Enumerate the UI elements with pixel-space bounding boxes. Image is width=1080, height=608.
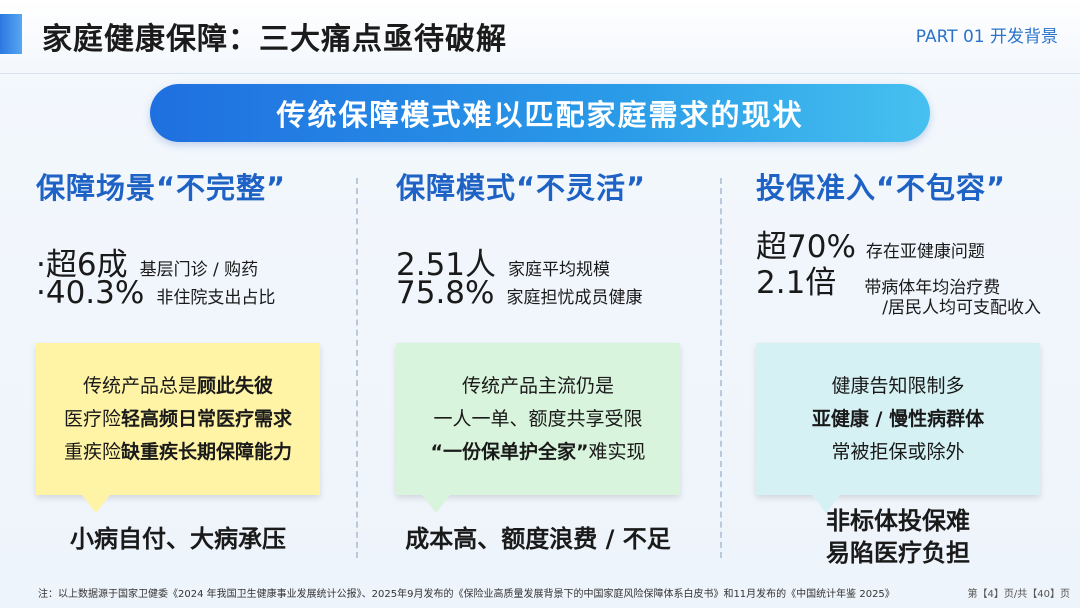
title-accent-bar <box>0 14 22 54</box>
column-title: 投保准入“不包容” <box>756 171 1007 205</box>
footnote: 注：以上数据源于国家卫健委《2024 年我国卫生健康事业发展统计公报》、2025… <box>38 589 895 600</box>
column-scenario: 保障场景“不完整” ·超6成 基层门诊 / 购药 ·40.3% 非住院支出占比 … <box>28 165 368 560</box>
card-line: 重疾险缺重疾长期保障能力 <box>63 440 293 463</box>
conclusion-text: 非标体投保难 易陷医疗负担 <box>756 505 1040 569</box>
stat-row: ·超6成 基层门诊 / 购药 <box>36 239 259 283</box>
info-card: 健康告知限制多 亚健康 / 慢性病群体 常被拒保或除外 <box>756 343 1040 495</box>
stat-value: ·40.3% <box>36 275 145 311</box>
stat-label: 基层门诊 / 购药 <box>139 260 259 280</box>
stat-label: 非住院支出占比 <box>156 288 276 308</box>
stat-row: 75.8% 家庭担忧成员健康 <box>396 275 642 315</box>
stat-label: 带病体年均治疗费 <box>864 278 1001 298</box>
stat-label: 家庭平均规模 <box>508 260 611 280</box>
stat-value: ·超6成 <box>36 247 128 283</box>
stat-value: 2.1倍 <box>756 265 837 301</box>
stat-row: ·40.3% 非住院支出占比 <box>36 275 275 315</box>
stat-value: 2.51人 <box>396 247 497 283</box>
card-line: “一份保单护全家”难实现 <box>430 440 646 463</box>
column-divider <box>720 178 722 558</box>
conclusion-line: 易陷医疗负担 <box>826 539 970 567</box>
stat-row: 2.51人 家庭平均规模 <box>396 239 611 283</box>
banner-heading: 传统保障模式难以匹配家庭需求的现状 <box>150 84 930 142</box>
stat-row: 2.1倍 带病体年均治疗费 <box>756 257 1041 301</box>
column-title: 保障场景“不完整” <box>36 171 287 205</box>
column-mode: 保障模式“不灵活” 2.51人 家庭平均规模 75.8% 家庭担忧成员健康 传统… <box>388 165 728 560</box>
conclusion-line: 非标体投保难 <box>826 507 970 535</box>
part-label: PART 01 开发背景 <box>915 27 1058 47</box>
column-divider <box>356 178 358 558</box>
card-line: 常被拒保或除外 <box>831 440 965 463</box>
page-title: 家庭健康保障：三大痛点亟待破解 <box>42 22 507 57</box>
column-access: 投保准入“不包容” 超70% 存在亚健康问题 2.1倍 带病体年均治疗费 /居民… <box>748 165 1080 567</box>
column-title: 保障模式“不灵活” <box>396 171 647 205</box>
stat-row: 超70% 存在亚健康问题 <box>756 221 1041 265</box>
info-card: 传统产品主流仍是 一人一单、额度共享受限 “一份保单护全家”难实现 <box>396 343 680 495</box>
card-line: 健康告知限制多 <box>831 374 965 397</box>
card-line: 医疗险轻高频日常医疗需求 <box>63 407 293 430</box>
card-line: 传统产品主流仍是 <box>461 374 614 397</box>
page-indicator: 第【4】页/共【40】页 <box>967 589 1070 600</box>
stat-label: 家庭担忧成员健康 <box>506 288 643 308</box>
title-bar: 家庭健康保障：三大痛点亟待破解 PART 01 开发背景 <box>0 0 1080 74</box>
card-pointer <box>82 495 110 513</box>
stat-value: 超70% <box>756 229 856 265</box>
stat-label: 存在亚健康问题 <box>865 242 985 262</box>
stat-value: 75.8% <box>396 275 495 311</box>
card-pointer <box>812 495 840 513</box>
conclusion-text: 小病自付、大病承压 <box>70 525 286 553</box>
card-line: 一人一单、额度共享受限 <box>433 407 643 430</box>
card-line: 传统产品总是顾此失彼 <box>82 374 274 397</box>
stat-group: 超70% 存在亚健康问题 2.1倍 带病体年均治疗费 /居民人均可支配收入 <box>756 221 1041 318</box>
conclusion-text: 成本高、额度浪费 / 不足 <box>405 525 671 553</box>
card-line: 亚健康 / 慢性病群体 <box>811 407 985 430</box>
card-pointer <box>422 495 450 513</box>
stat-sublabel: /居民人均可支配收入 <box>882 298 1041 318</box>
info-card: 传统产品总是顾此失彼 医疗险轻高频日常医疗需求 重疾险缺重疾长期保障能力 <box>36 343 320 495</box>
